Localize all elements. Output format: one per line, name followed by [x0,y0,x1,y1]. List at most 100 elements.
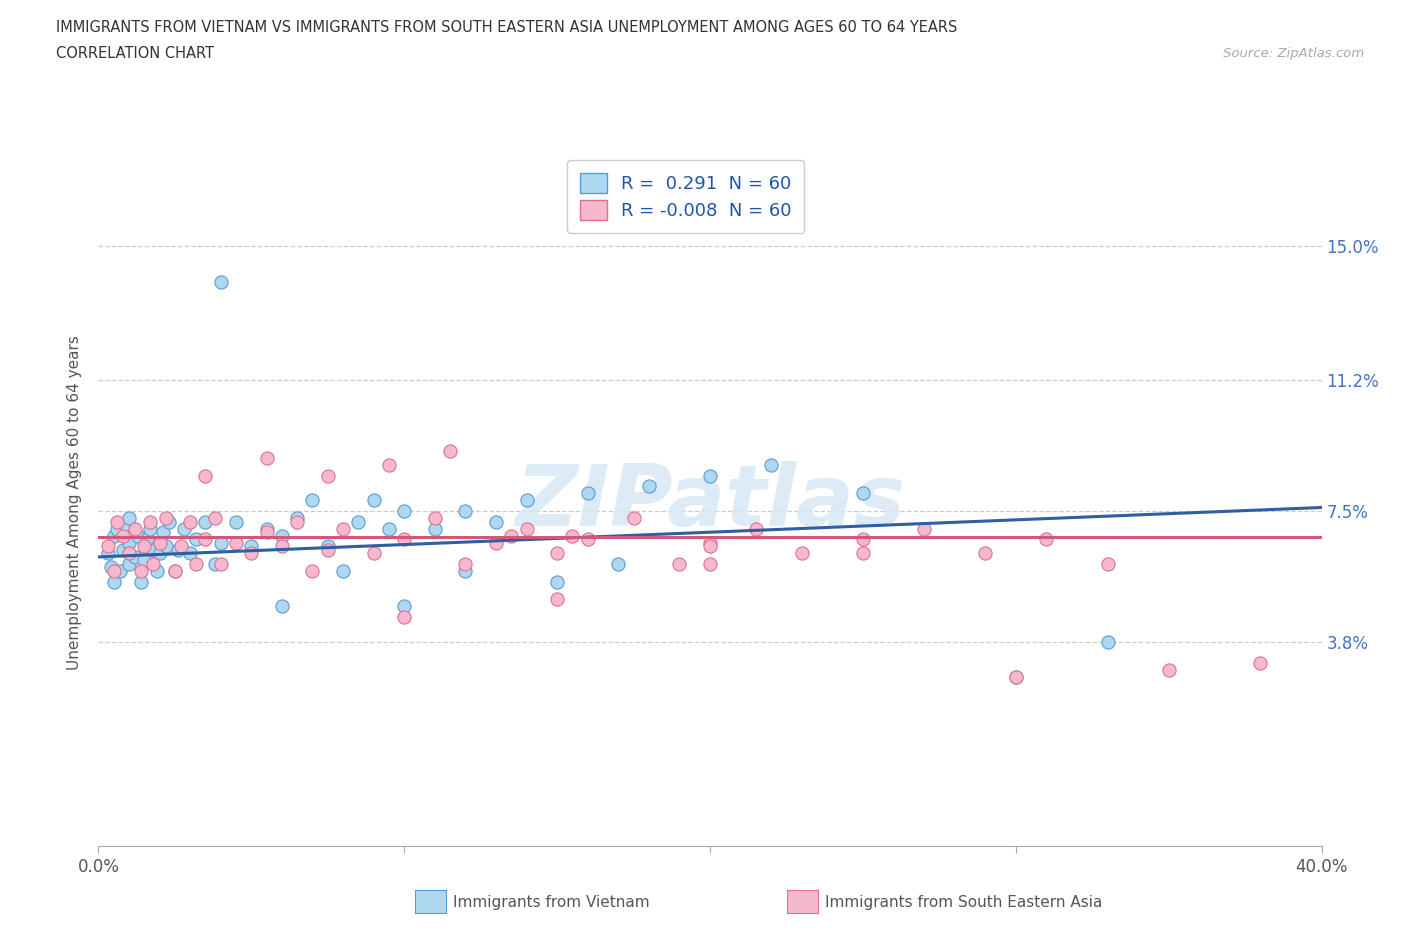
Point [1004,670,1026,684]
Point [576,486,599,501]
Point [209,556,232,571]
Point [745,521,768,536]
Point [179,514,201,529]
Point [392,599,416,614]
Point [194,532,217,547]
Point [270,538,292,553]
Point [105,521,128,536]
Point [576,532,599,547]
Text: Source: ZipAtlas.com: Source: ZipAtlas.com [1223,46,1364,60]
Point [118,556,141,571]
Point [392,609,416,624]
Point [194,514,217,529]
Point [699,469,721,484]
Point [127,528,149,543]
Point [240,538,263,553]
Point [454,503,477,518]
Point [332,521,354,536]
Point [167,542,190,557]
Point [124,521,146,536]
Point [105,514,128,529]
Point [332,564,354,578]
Point [790,546,813,561]
Point [485,514,508,529]
Point [699,556,721,571]
Point [316,469,339,484]
Legend: R =  0.291  N = 60, R = -0.008  N = 60: R = 0.291 N = 60, R = -0.008 N = 60 [567,160,804,232]
Point [209,536,232,551]
Point [363,546,385,561]
Point [179,546,201,561]
Point [115,518,138,533]
Point [363,493,385,508]
Point [623,511,645,525]
Point [225,514,247,529]
Point [149,536,172,551]
Point [97,538,120,553]
Point [152,525,174,539]
Point [852,546,875,561]
Point [173,521,195,536]
Point [163,564,186,578]
Point [392,503,416,518]
Point [139,514,162,529]
Point [204,511,226,525]
Point [155,511,177,525]
Point [142,556,165,571]
Point [142,542,165,557]
Point [240,546,263,561]
Point [270,599,292,614]
Point [439,444,461,458]
Point [561,528,583,543]
Point [546,591,568,606]
Point [256,451,278,466]
Point [129,574,152,589]
Point [501,528,523,543]
Point [378,458,401,472]
Point [974,546,997,561]
Point [912,521,935,536]
Point [134,553,156,568]
Point [145,564,167,578]
Point [155,538,177,553]
Point [546,574,568,589]
Point [111,542,134,557]
Point [186,556,208,571]
Point [108,564,131,578]
Point [485,536,508,551]
Point [124,550,146,565]
Point [454,564,477,578]
Point [516,493,538,508]
Point [454,556,477,571]
Point [1004,670,1026,684]
Point [139,521,162,536]
Point [285,511,308,525]
Point [111,528,134,543]
Point [1097,634,1119,649]
Point [225,536,247,551]
Point [186,532,208,547]
Point [301,564,323,578]
Point [163,564,186,578]
Point [103,528,125,543]
Point [1035,532,1057,547]
Point [103,564,125,578]
Point [852,532,875,547]
Point [118,546,141,561]
Point [136,532,159,547]
Point [301,493,323,508]
Point [170,538,193,553]
Point [607,556,630,571]
Point [129,564,152,578]
Point [103,574,125,589]
Point [546,546,568,561]
Y-axis label: Unemployment Among Ages 60 to 64 years: Unemployment Among Ages 60 to 64 years [67,335,83,670]
Point [1157,662,1180,677]
Text: Immigrants from South Eastern Asia: Immigrants from South Eastern Asia [825,895,1102,910]
Point [637,479,661,494]
Point [423,511,446,525]
Point [157,514,180,529]
Point [1097,556,1119,571]
Point [118,536,141,551]
Text: ZIPatlas: ZIPatlas [515,460,905,544]
